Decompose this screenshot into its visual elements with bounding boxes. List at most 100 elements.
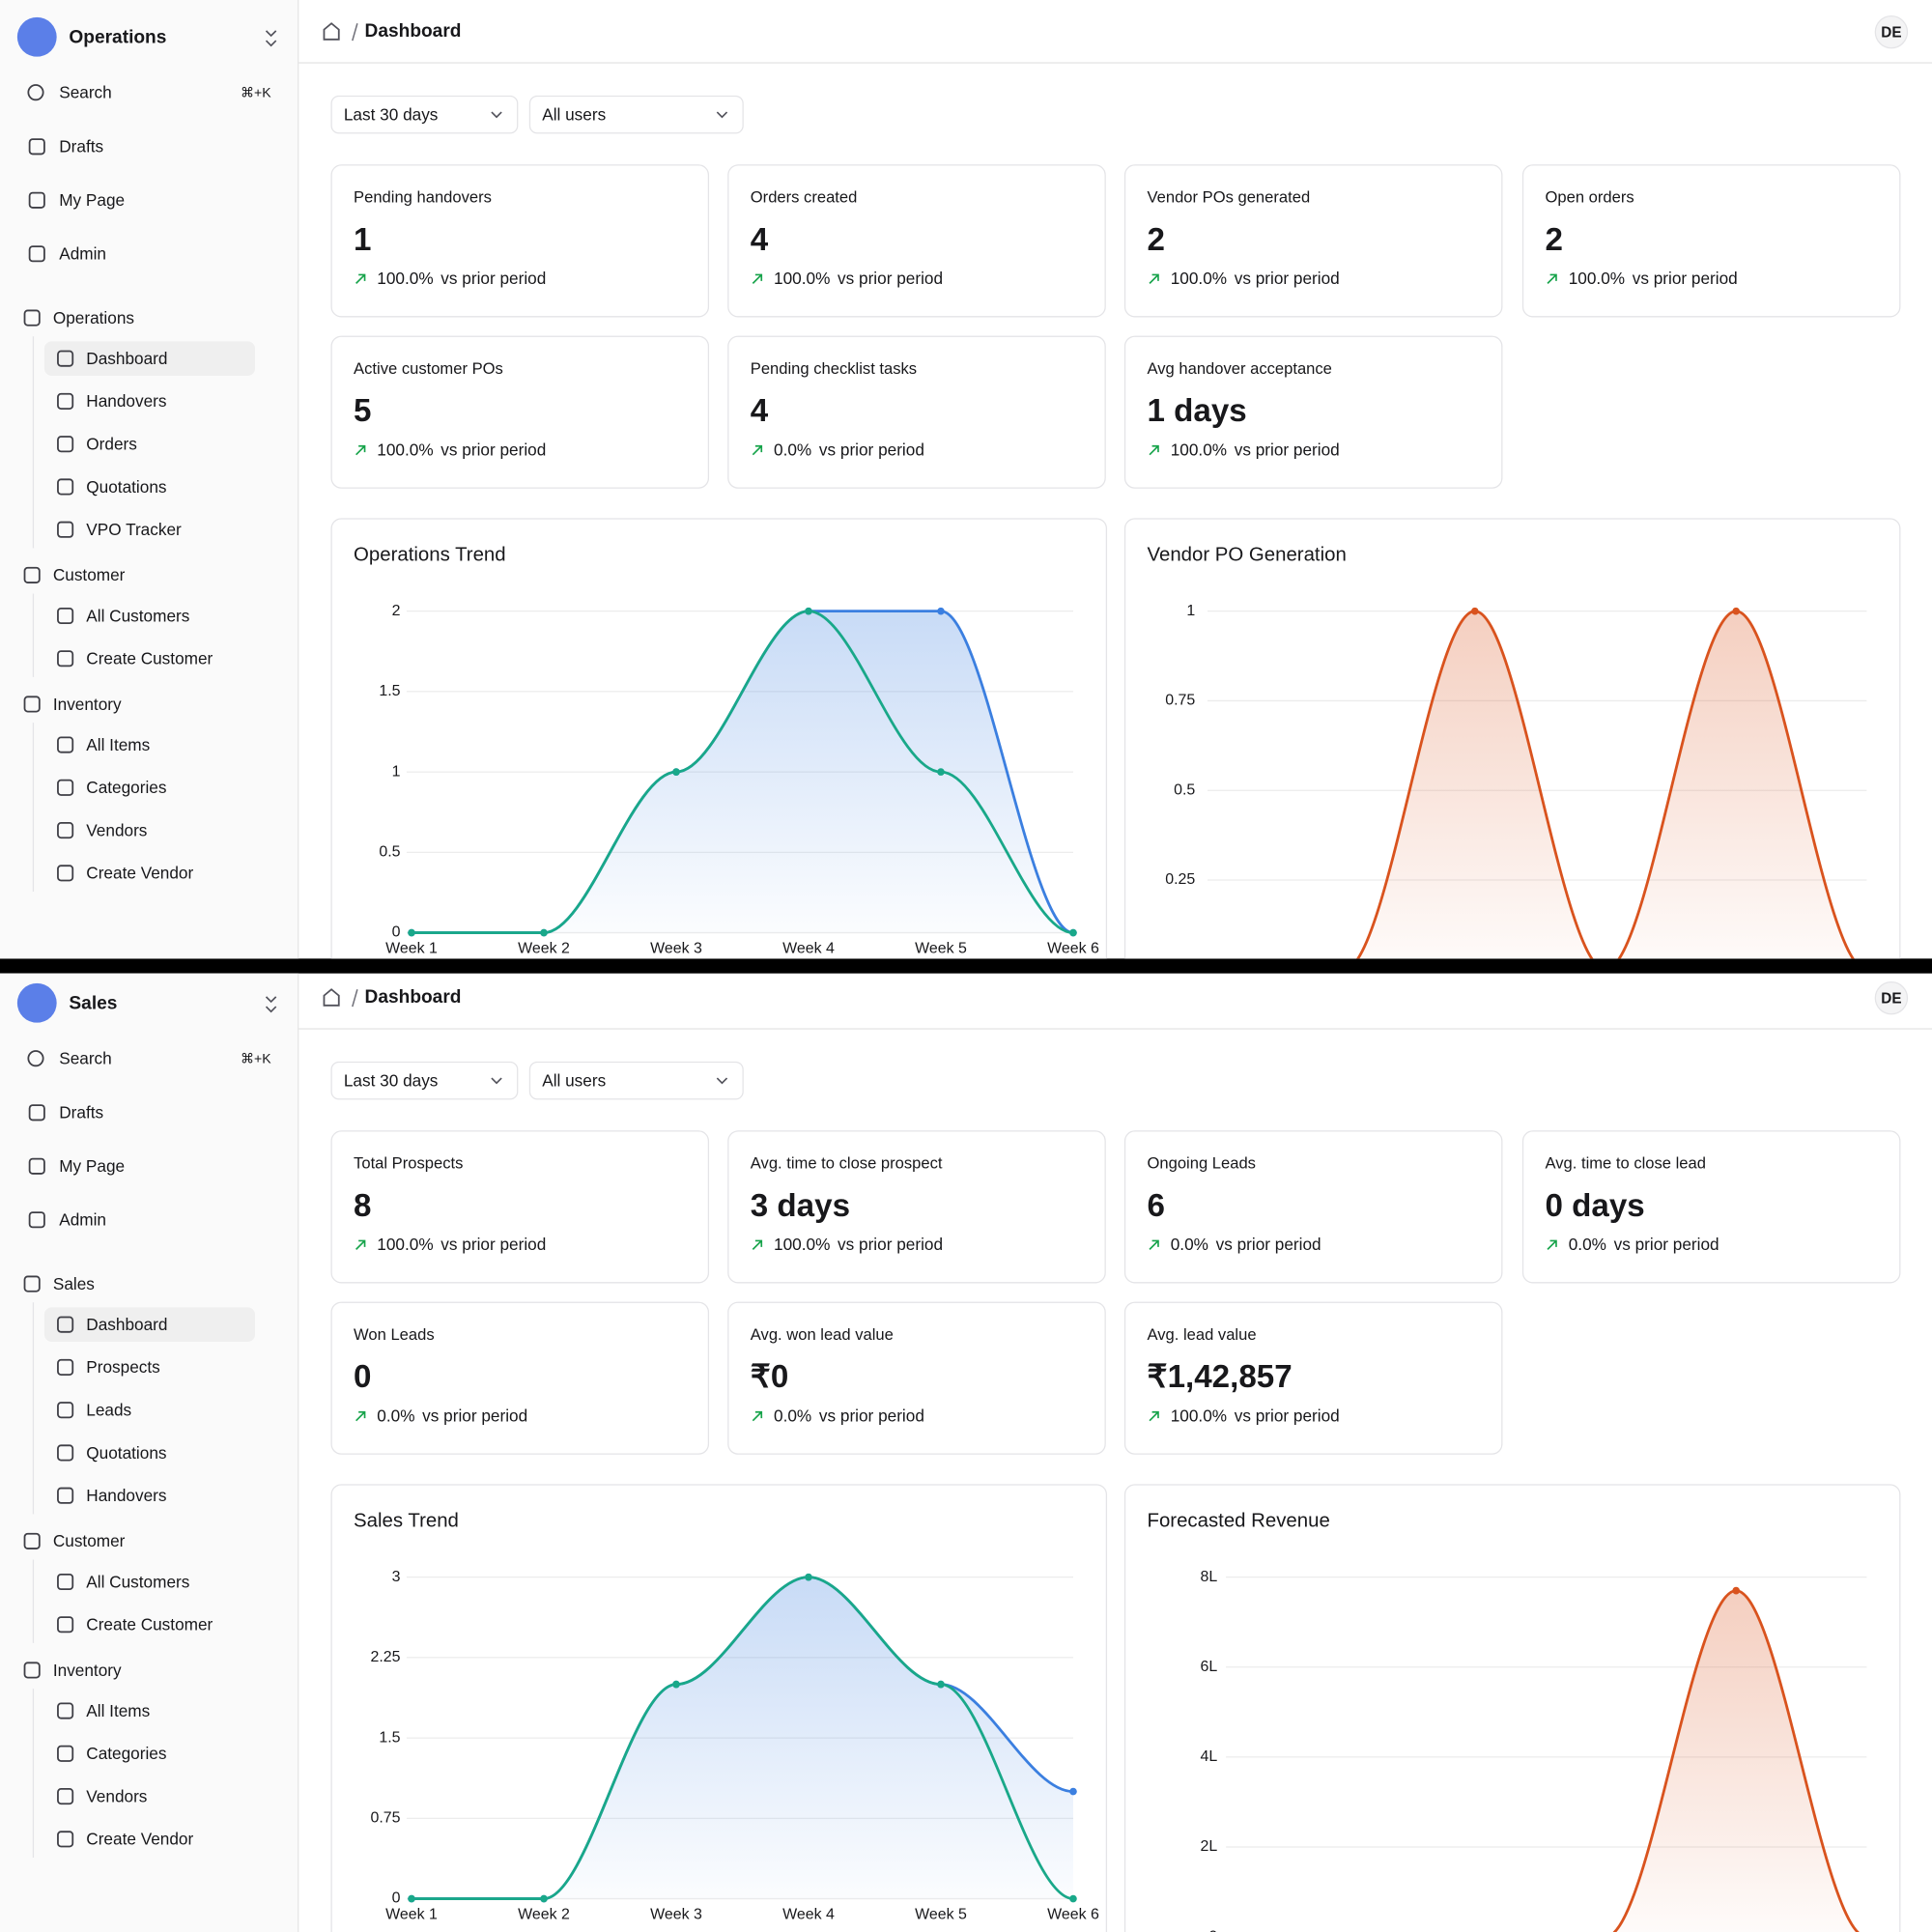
panel-content: Sales Search ⌘+K Drafts My Page Admin Sales Das… [0,973,1932,1932]
kpi-card [727,1130,1106,1284]
nav-item[interactable]: Vendors [86,1786,147,1805]
area [412,611,1073,933]
trend-arrow [355,273,366,284]
nav-item[interactable]: Handovers [86,1486,166,1505]
avatar-initials[interactable]: DE [1881,990,1901,1007]
kpi-change: 100.0% [1171,1406,1227,1425]
kpi-note: vs prior period [440,269,546,288]
nav-item[interactable]: Dashboard [86,1315,167,1334]
y-tick-label: 0.5 [1174,781,1195,798]
nav-item[interactable]: Categories [86,1744,166,1763]
icon [23,309,41,327]
y-tick-label: 6L [1200,1659,1217,1675]
filter[interactable] [528,95,744,134]
search[interactable]: Search [59,1048,112,1067]
trend-arrow [752,1239,763,1250]
kpi-change: 0.0% [1569,1235,1606,1254]
nav-item[interactable]: Create Customer [86,1615,213,1634]
nav-item[interactable]: All Customers [86,606,189,625]
y-tick-label: 2 [392,603,401,619]
nav-item[interactable]: Create Vendor [86,864,193,883]
kpi-value: 1 [354,222,371,258]
workspace-name: Operations [69,28,166,48]
nav-item[interactable]: VPO Tracker [86,520,182,539]
nav-item[interactable]: All Items [86,735,150,754]
kpi-change: 0.0% [377,1406,414,1425]
kpi-label: Orders created [751,188,858,207]
filter[interactable] [330,1061,519,1100]
filter-label[interactable]: Last 30 days [344,104,439,124]
nav-group[interactable]: Sales [53,1274,95,1293]
x-tick-label: Week 3 [650,1906,702,1922]
nav-item[interactable]: Leads [86,1401,131,1420]
icon [28,138,45,156]
nav-item[interactable]: Dashboard [86,349,167,368]
kpi-value: 4 [751,222,769,258]
panel: Sales Search ⌘+K Drafts My Page Admin Sales Das… [0,973,1932,1932]
kpi-label: Avg. time to close prospect [751,1154,943,1173]
x-tick-label: Week 2 [518,1906,570,1922]
filter[interactable] [330,95,519,134]
nav-item[interactable]: Categories [86,778,166,797]
divider [0,958,1932,974]
nav-item[interactable]: Handovers [86,391,166,411]
trend-arrow [1149,273,1159,284]
breadcrumb[interactable]: Dashboard [365,21,462,42]
kpi-value: 2 [1148,222,1165,258]
chart-title: Sales Trend [354,1511,459,1532]
point [805,607,812,615]
nav-group[interactable]: Customer [53,565,126,584]
chart-title: Vendor PO Generation [1148,545,1347,566]
area [1357,611,1854,959]
filter-label[interactable]: Last 30 days [344,1070,439,1090]
nav-item[interactable]: My Page [59,190,125,210]
nav-group[interactable]: Operations [53,308,134,327]
nav-item[interactable]: Quotations [86,1443,166,1463]
nav-item[interactable]: Drafts [59,137,103,156]
point [540,1894,548,1903]
kpi-note: vs prior period [1614,1235,1719,1254]
nav-item[interactable]: Drafts [59,1103,103,1122]
filter-label[interactable]: All users [542,1070,606,1090]
y-tick-label: 1.5 [379,1729,400,1746]
nav-group[interactable]: Customer [53,1531,126,1550]
kpi-label: Ongoing Leads [1148,1154,1256,1173]
nav-item[interactable]: My Page [59,1156,125,1176]
nav-item[interactable]: Admin [59,244,106,264]
kpi-value: 0 [354,1359,371,1395]
filter-label[interactable]: All users [542,104,606,124]
point [1732,1586,1741,1595]
kpi-value: ₹0 [751,1359,789,1395]
nav-item[interactable]: Admin [59,1210,106,1230]
area [1614,1590,1859,1932]
filter[interactable] [528,1061,744,1100]
nav-item[interactable]: Prospects [86,1357,159,1377]
nav-item[interactable]: All Customers [86,1572,189,1591]
chevron [265,30,277,38]
avatar-initials[interactable]: DE [1881,24,1901,41]
y-tick-label: 0.75 [1165,693,1195,709]
y-tick-label: 8L [1200,1569,1217,1585]
nav-group[interactable]: Inventory [53,695,122,714]
nav-group[interactable]: Inventory [53,1661,122,1680]
kpi-card [330,164,710,318]
nav-item[interactable]: Create Customer [86,649,213,668]
x-tick-label: Week 2 [518,940,570,956]
kpi-label: Vendor POs generated [1148,188,1311,207]
line [1612,1589,1861,1932]
kpi-card [1123,335,1503,489]
nav-item[interactable]: Vendors [86,820,147,839]
sidebar [0,973,298,1932]
nav-item[interactable]: Create Vendor [86,1830,193,1849]
nav-item[interactable]: All Items [86,1701,150,1720]
icon [57,1444,74,1462]
search[interactable]: Search [59,82,112,101]
shortcut: ⌘+K [241,85,271,100]
nav-item[interactable]: Quotations [86,477,166,497]
breadcrumb[interactable]: Dashboard [365,987,462,1008]
point [937,1680,945,1689]
trend-arrow [752,273,763,284]
nav-item[interactable]: Orders [86,435,137,454]
workspace-name: Sales [69,994,117,1014]
